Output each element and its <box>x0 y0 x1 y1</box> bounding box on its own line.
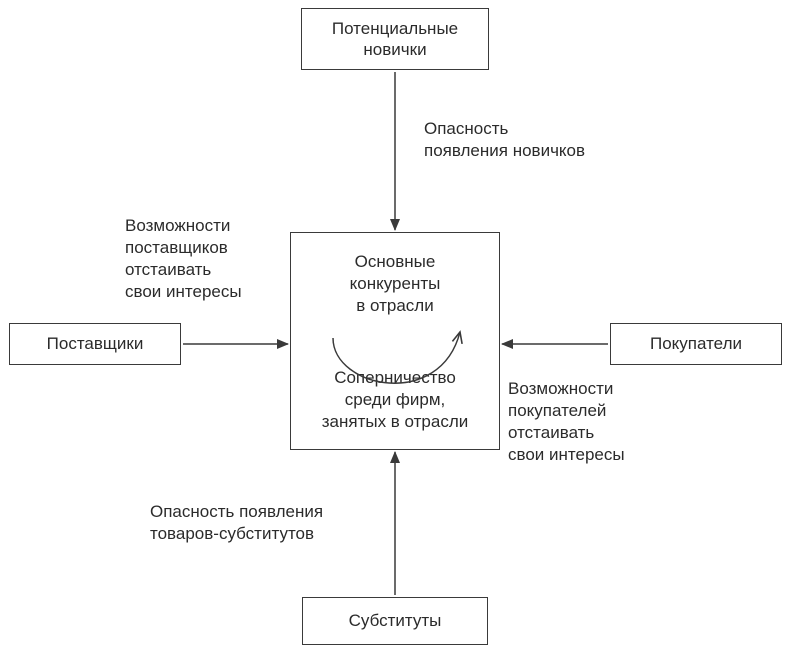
edge-label-supplier-power: Возможностипоставщиковотстаиватьсвои инт… <box>125 215 295 303</box>
node-suppliers: Поставщики <box>9 323 181 365</box>
center-bottom-label: Соперничествосреди фирм,занятых в отрасл… <box>322 367 469 433</box>
edge-label-buyer-power: Возможностипокупателейотстаиватьсвои инт… <box>508 378 678 466</box>
node-label: Субституты <box>349 610 442 631</box>
node-center-industry-competitors: Основныеконкурентыв отрасли Соперничеств… <box>290 232 500 450</box>
node-label: Потенциальныеновички <box>332 18 458 61</box>
node-label: Поставщики <box>47 333 144 354</box>
edge-label-threat-of-substitutes: Опасность появлениятоваров-субститутов <box>150 501 410 545</box>
center-top-label: Основныеконкурентыв отрасли <box>350 251 441 317</box>
diagram-canvas: Потенциальныеновички Основныеконкурентыв… <box>0 0 790 654</box>
node-label: Покупатели <box>650 333 742 354</box>
node-potential-newcomers: Потенциальныеновички <box>301 8 489 70</box>
node-buyers: Покупатели <box>610 323 782 365</box>
edge-label-threat-of-newcomers: Опасностьпоявления новичков <box>424 118 664 162</box>
node-substitutes: Субституты <box>302 597 488 645</box>
